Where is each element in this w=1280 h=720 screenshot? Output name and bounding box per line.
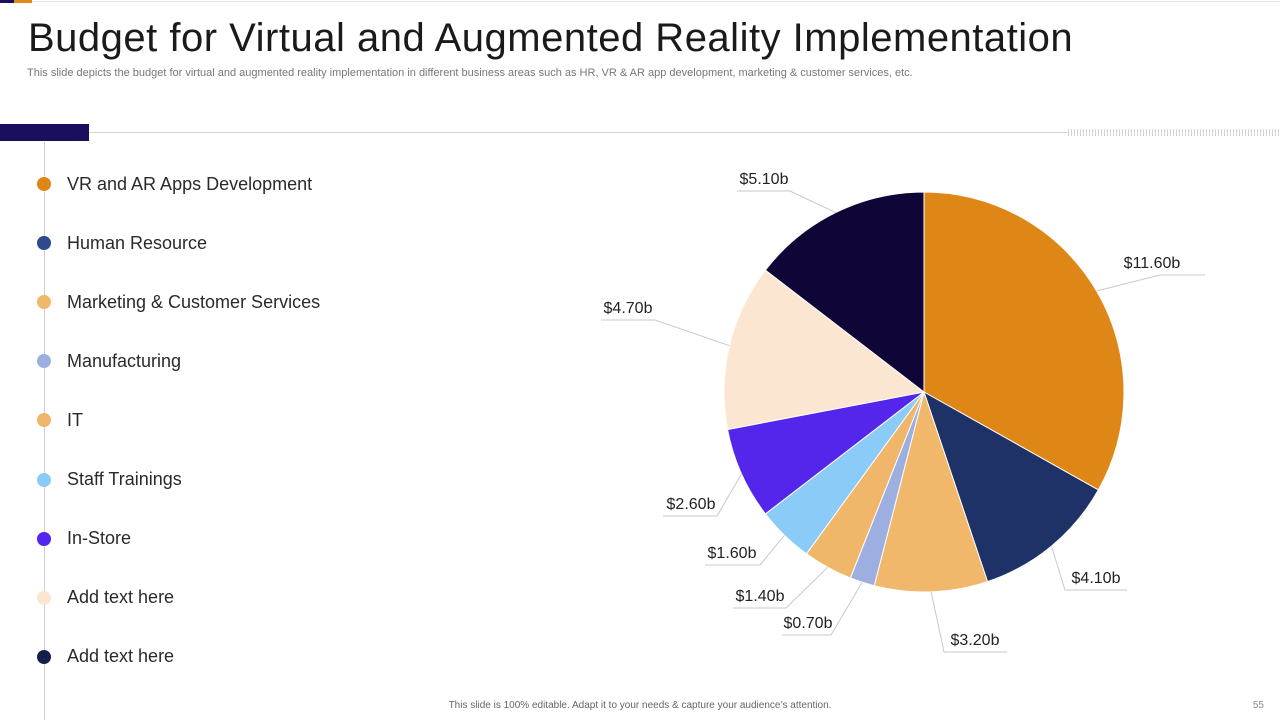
data-label: $4.70b	[604, 300, 653, 317]
legend-item: Add text here	[37, 585, 174, 611]
leader-line	[1051, 545, 1127, 591]
top-rule	[32, 1, 1280, 2]
legend-swatch	[37, 531, 51, 546]
pie-slice	[723, 269, 926, 431]
data-label: $3.20b	[951, 632, 1000, 649]
legend-item: Staff Trainings	[37, 467, 182, 493]
legend-label: Add text here	[67, 646, 175, 667]
legend-item: IT	[37, 407, 83, 433]
legend-swatch	[37, 295, 51, 310]
footer-note: This slide is 100% editable. Adapt it to…	[448, 700, 832, 711]
legend-item: Manufacturing	[37, 348, 181, 374]
leader-line	[1096, 274, 1205, 292]
leader-line	[705, 534, 785, 566]
legend-swatch	[37, 236, 51, 251]
legend-item: Human Resource	[37, 230, 207, 256]
legend-label: VR and AR Apps Development	[67, 173, 313, 194]
pie-slice	[873, 390, 989, 593]
page-title: Budget for Virtual and Augmented Reality…	[28, 16, 1074, 60]
data-label: $11.60b	[1124, 255, 1181, 272]
legend-item: VR and AR Apps Development	[37, 171, 312, 197]
page-number: 55	[1252, 700, 1264, 711]
pie-slice	[764, 191, 925, 394]
legend-item: In-Store	[37, 526, 131, 552]
data-label: $1.40b	[736, 588, 785, 605]
data-label: $1.60b	[708, 545, 757, 562]
data-label: $0.70b	[784, 615, 833, 632]
legend-timeline-line	[44, 142, 45, 720]
leader-line	[930, 591, 1007, 653]
legend-label: Staff Trainings	[67, 469, 182, 489]
legend-item: Marketing & Customer Services	[37, 289, 320, 315]
header-accent-bar	[0, 124, 89, 141]
data-label: $4.10b	[1072, 570, 1121, 587]
legend-swatch	[37, 590, 51, 605]
data-label: $5.10b	[740, 171, 789, 188]
legend-label: Marketing & Customer Services	[67, 291, 321, 312]
legend-item: Add text here	[37, 644, 174, 670]
pie-slice	[923, 390, 1100, 583]
legend-swatch	[37, 354, 51, 369]
legend-swatch	[37, 177, 51, 191]
legend-label: In-Store	[67, 528, 132, 549]
legend-label: Manufacturing	[67, 350, 182, 371]
leader-line	[663, 473, 742, 517]
leader-line	[782, 581, 863, 636]
leader-line	[601, 319, 730, 347]
legend-swatch	[37, 472, 51, 487]
corner-accent-orange	[14, 0, 32, 3]
legend-label: Add text here	[67, 587, 175, 608]
leader-line	[733, 566, 828, 609]
data-label: $2.60b	[667, 496, 716, 513]
header-divider	[89, 132, 1067, 133]
corner-accent-navy	[0, 0, 14, 3]
leader-line	[737, 190, 836, 214]
corner-accent	[0, 0, 32, 3]
legend-swatch	[37, 649, 51, 664]
legend-label: Human Resource	[67, 232, 208, 253]
header-hatch-pattern	[1068, 129, 1280, 136]
legend-swatch	[37, 413, 51, 428]
legend-label: IT	[67, 409, 83, 430]
page-subtitle: This slide depicts the budget for virtua…	[27, 67, 913, 79]
